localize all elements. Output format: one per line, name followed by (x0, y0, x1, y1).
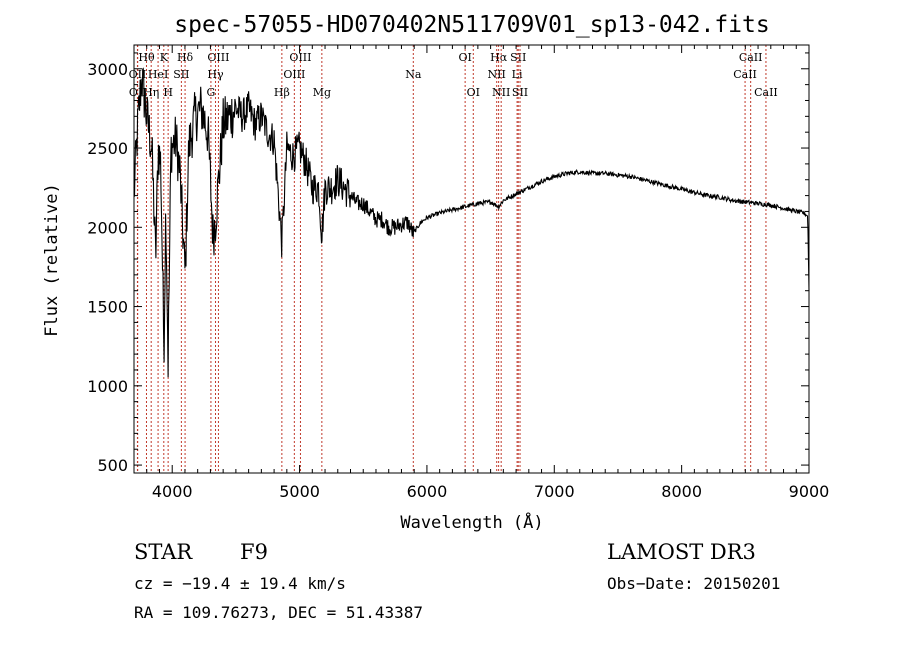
line-marker-label: NII (492, 86, 510, 99)
line-marker-label: Hθ (138, 51, 155, 64)
line-marker-label: H (163, 86, 173, 99)
line-marker-label: CaII (733, 68, 757, 81)
y-tick-label: 2500 (87, 139, 128, 158)
line-marker-label: Na (405, 68, 422, 81)
line-marker-label: SII (512, 86, 528, 99)
observation-date: Obs−Date: 20150201 (607, 574, 781, 593)
line-marker-label: SII (173, 68, 189, 81)
x-axis-label: Wavelength (Å) (400, 511, 543, 533)
chart-title: spec-57055-HD070402N511709V01_sp13-042.f… (174, 12, 769, 38)
line-marker-label: Mg (313, 86, 331, 99)
line-marker-label: Hη (143, 86, 159, 99)
line-marker-label: OI (467, 86, 480, 99)
survey-name: LAMOST DR3 (607, 540, 756, 564)
line-marker-label: OIII (283, 68, 305, 81)
line-marker-label: CaII (739, 51, 763, 64)
spectrum-line (133, 67, 810, 378)
x-tick-label: 5000 (279, 482, 320, 501)
y-tick-label: 1500 (87, 298, 128, 317)
spectral-subclass: F9 (240, 540, 268, 564)
y-tick-label: 500 (97, 456, 128, 475)
line-marker-label: G (207, 86, 216, 99)
line-marker-label: HeI (148, 68, 168, 81)
x-tick-label: 9000 (789, 482, 830, 501)
line-marker-label: Hγ (207, 68, 224, 81)
line-marker-label: Li (512, 68, 523, 81)
object-class: STAR (134, 540, 193, 564)
redshift-readout: cz = −19.4 ± 19.4 km/s (134, 574, 346, 593)
line-marker-label: NII (488, 68, 506, 81)
line-marker-label: OIII (289, 51, 311, 64)
coordinates-readout: RA = 109.76273, DEC = 51.43387 (134, 603, 423, 622)
x-tick-label: 6000 (407, 482, 448, 501)
y-tick-label: 3000 (87, 60, 128, 79)
line-marker-label: K (160, 51, 169, 64)
y-axis-label: Flux (relative) (42, 183, 62, 337)
line-marker-label: Hδ (177, 51, 194, 64)
line-marker-label: OIII (207, 51, 229, 64)
y-tick-label: 2000 (87, 218, 128, 237)
plot-frame (133, 44, 810, 474)
x-tick-label: 8000 (661, 482, 702, 501)
line-marker-label: Hα (490, 51, 508, 64)
line-marker-label: SII (510, 51, 526, 64)
y-tick-label: 1000 (87, 377, 128, 396)
line-marker-label: Hβ (274, 86, 290, 99)
x-tick-label: 4000 (152, 482, 193, 501)
line-marker-label: OI (458, 51, 471, 64)
x-tick-label: 7000 (534, 482, 575, 501)
line-marker-label: CaII (754, 86, 778, 99)
axis-ticks: 4000 5000 6000 7000 8000 9000 500 1000 1500 2000 2… (87, 45, 829, 501)
